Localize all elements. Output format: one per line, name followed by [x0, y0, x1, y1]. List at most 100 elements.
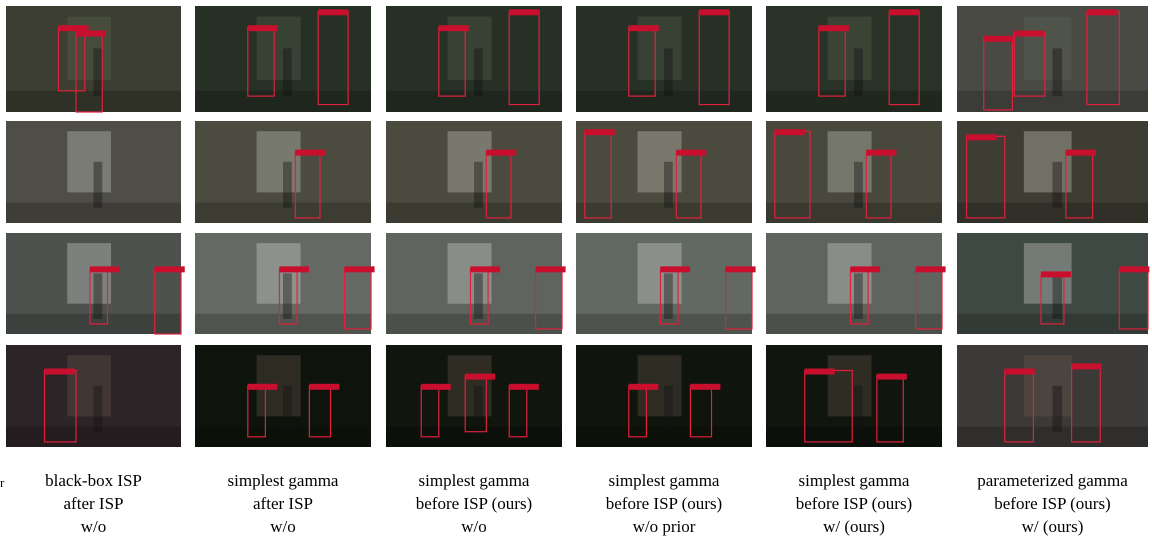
detection-label: [509, 9, 539, 15]
scene-figure: [474, 162, 483, 208]
scene-figure: [283, 386, 292, 432]
detection-label: [1072, 363, 1102, 369]
caption-line: before ISP (ours): [796, 494, 912, 513]
detection-label: [295, 150, 325, 156]
image-cell: [6, 6, 181, 112]
caption-line: w/ (ours): [1022, 517, 1084, 536]
caption-line: before ISP (ours): [994, 494, 1110, 513]
image-cell: [957, 233, 1149, 334]
image-cell: [957, 6, 1148, 112]
image-cell: [386, 233, 566, 334]
image-cell: [766, 345, 942, 447]
detection-label: [536, 266, 566, 272]
scene-figure: [283, 273, 292, 318]
detection-label: [76, 31, 106, 37]
caption-line: simplest gamma: [228, 471, 339, 490]
caption-line: simplest gamma: [799, 471, 910, 490]
scene-figure: [854, 273, 863, 318]
image-cell: [386, 345, 562, 447]
scene-light: [638, 131, 682, 192]
detection-label: [279, 266, 309, 272]
detection-label: [465, 374, 495, 380]
scene-figure: [94, 48, 103, 96]
scene-figure: [94, 162, 103, 208]
detection-label: [155, 266, 185, 272]
detection-label: [850, 266, 880, 272]
caption-line: after ISP: [64, 494, 124, 513]
detection-label: [509, 384, 539, 390]
detection-label: [690, 384, 720, 390]
scene-figure: [94, 273, 103, 318]
detection-label: [309, 384, 339, 390]
detection-label: [819, 25, 849, 31]
scene-figure: [283, 48, 292, 96]
stray-text: r: [0, 475, 5, 490]
image-cell: [6, 121, 181, 223]
scene-light: [1024, 131, 1072, 192]
detection-label: [1066, 150, 1096, 156]
detection-label: [967, 134, 997, 140]
image-cell: [195, 121, 371, 223]
detection-label: [248, 384, 278, 390]
detection-label: [1119, 266, 1149, 272]
detection-label: [699, 9, 729, 15]
scene-figure: [1053, 273, 1063, 318]
page: {"figure": { "stray_text": "r", "columns…: [0, 0, 1152, 542]
scene-figure: [474, 48, 483, 96]
scene-light: [828, 243, 872, 304]
detection-label: [59, 25, 89, 31]
detection-label: [866, 150, 896, 156]
scene-light: [1024, 17, 1072, 81]
scene-light: [1024, 355, 1072, 416]
image-cell: [386, 121, 562, 223]
detection-label: [439, 25, 469, 31]
detection-label: [660, 266, 690, 272]
image-cell: [766, 233, 946, 334]
caption-line: before ISP (ours): [606, 494, 722, 513]
caption-line: simplest gamma: [609, 471, 720, 490]
detection-label: [248, 25, 278, 31]
image-cell: [576, 233, 756, 334]
scene-figure: [664, 273, 673, 318]
detection-label: [421, 384, 451, 390]
scene-figure: [854, 162, 863, 208]
caption-line: black-box ISP: [45, 471, 142, 490]
detection-label: [629, 25, 659, 31]
detection-label: [916, 266, 946, 272]
detection-label: [775, 129, 805, 135]
scene-light: [448, 355, 492, 416]
image-cell: [6, 345, 181, 447]
scene-figure: [474, 386, 483, 432]
scene-light: [67, 131, 111, 192]
caption-line: w/o: [270, 517, 296, 536]
detection-label: [805, 369, 835, 375]
scene-light: [67, 243, 111, 304]
scene-figure: [664, 386, 673, 432]
caption-line: parameterized gamma: [977, 471, 1128, 490]
image-cell: [957, 345, 1148, 447]
image-cell: [766, 121, 942, 223]
detection-label: [90, 266, 120, 272]
scene-figure: [94, 386, 103, 432]
scene-light: [257, 243, 301, 304]
caption-line: w/ (ours): [823, 517, 885, 536]
detection-label: [486, 150, 516, 156]
scene-figure: [664, 162, 673, 208]
image-cell: [576, 345, 752, 447]
detection-label: [1014, 31, 1044, 37]
caption-line: simplest gamma: [419, 471, 530, 490]
detection-label: [889, 9, 919, 15]
caption-line: w/o: [461, 517, 487, 536]
caption-line: w/o prior: [633, 517, 696, 536]
detection-label: [585, 129, 615, 135]
detection-label: [726, 266, 756, 272]
scene-figure: [474, 273, 483, 318]
figure: r black-box ISP after ISP w/o simplest gamm…: [0, 0, 1152, 542]
scene-light: [638, 243, 682, 304]
detection-label: [1005, 369, 1035, 375]
scene-figure: [1053, 386, 1063, 432]
image-cell: [386, 6, 562, 112]
scene-figure: [283, 162, 292, 208]
scene-figure: [854, 386, 863, 432]
detection-label: [1087, 9, 1117, 15]
